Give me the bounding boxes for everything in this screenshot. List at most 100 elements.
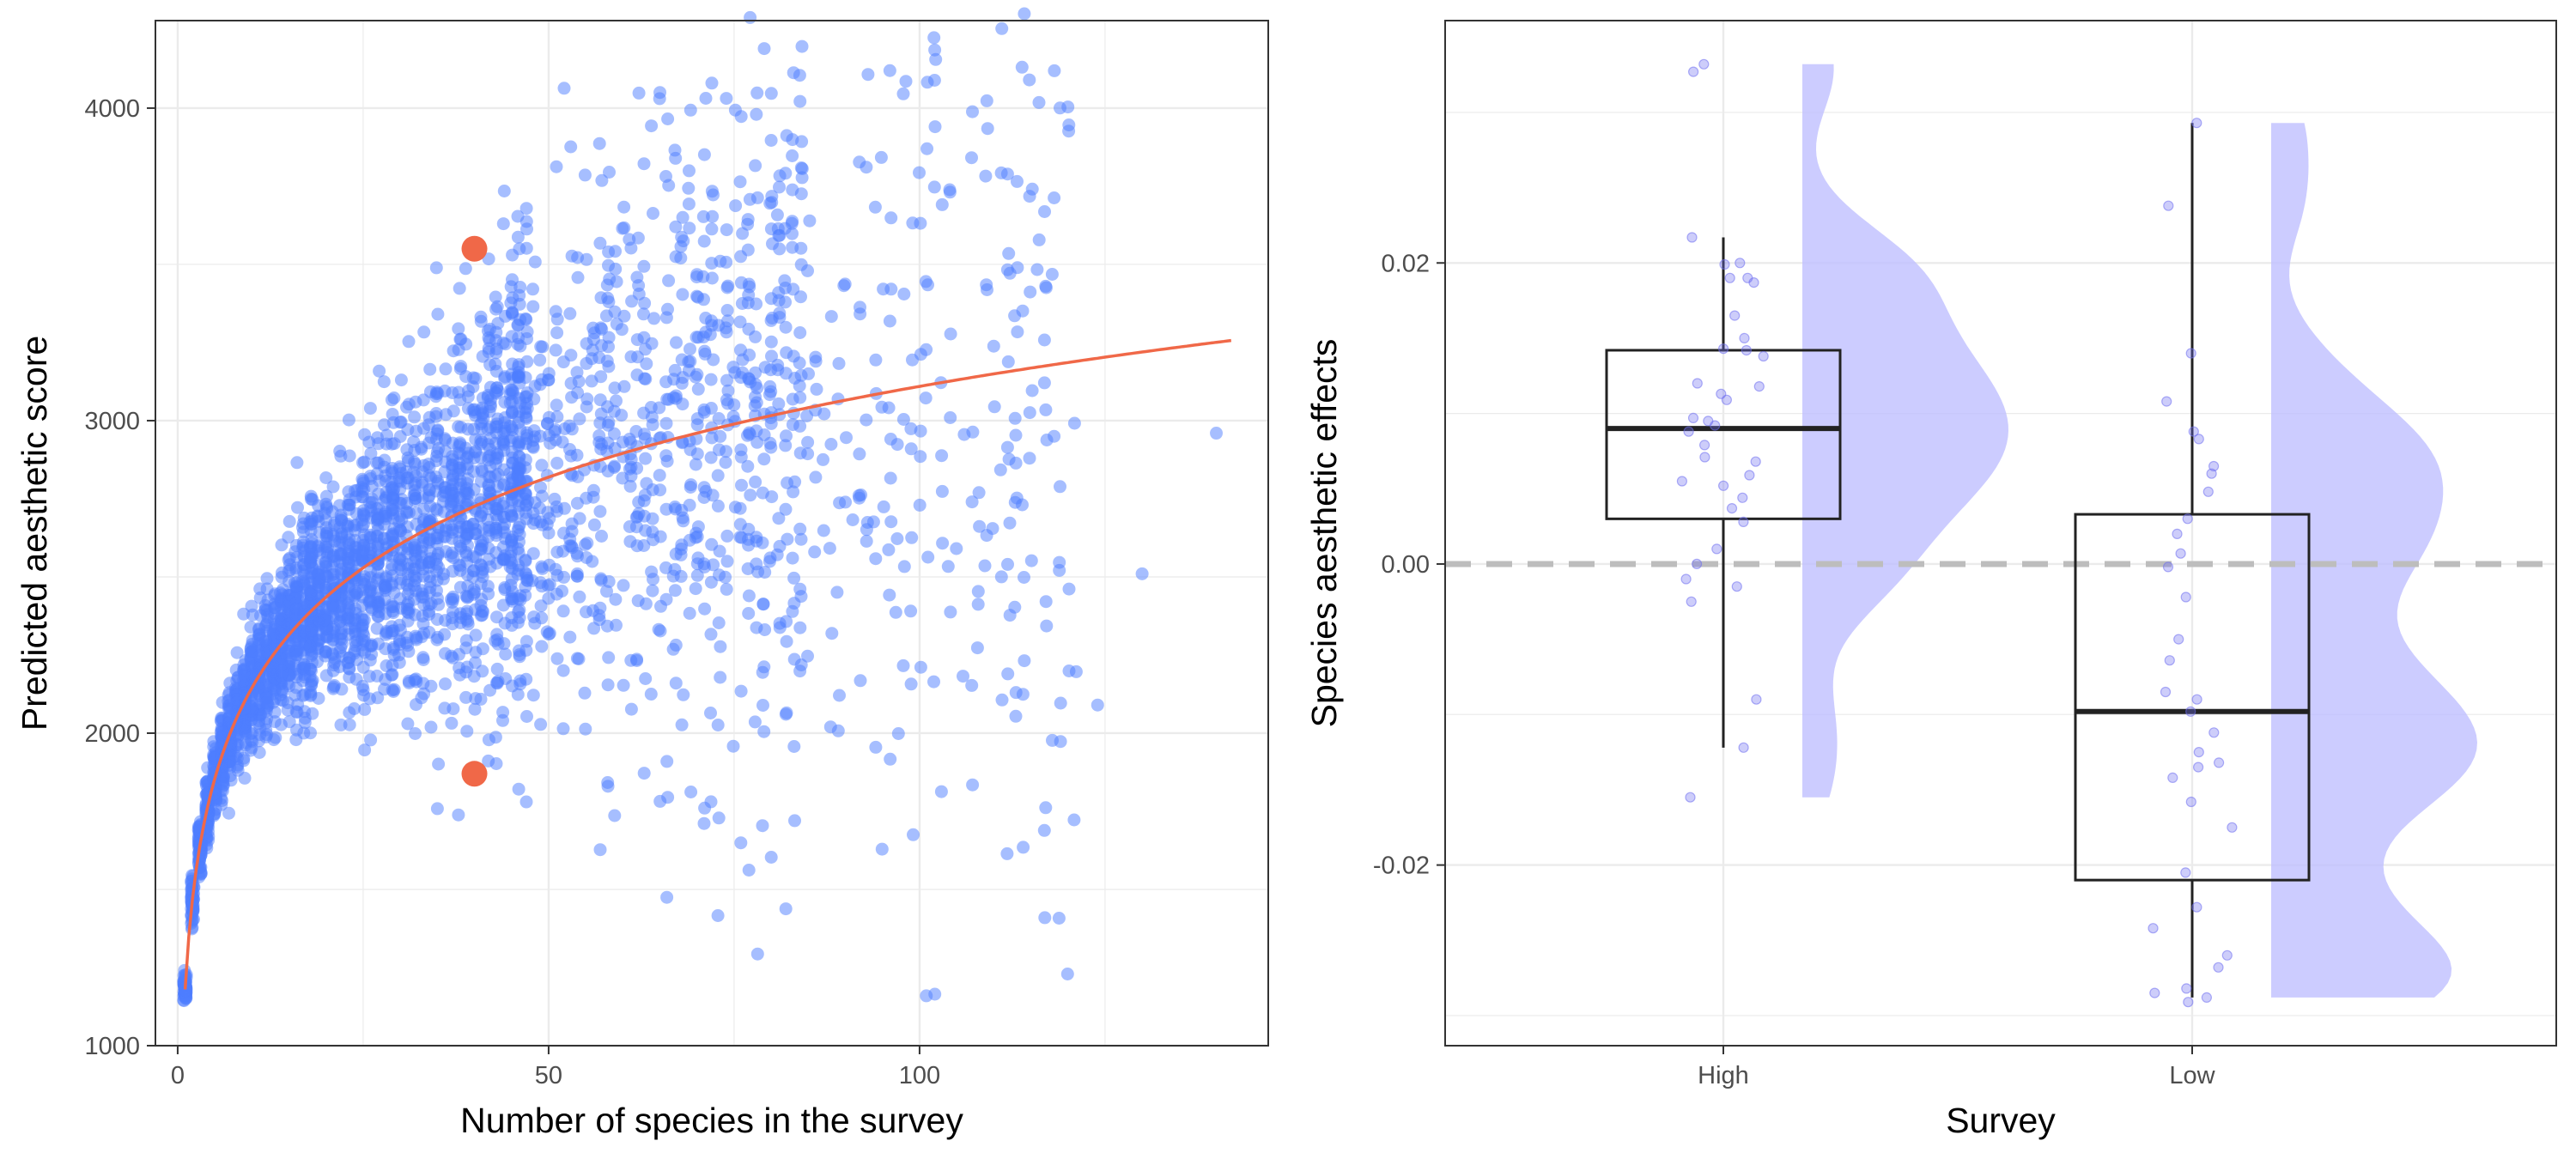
scatter-point: [817, 524, 830, 537]
scatter-point: [1018, 654, 1031, 668]
raincloud-x-axis-title: Survey: [1946, 1101, 2056, 1140]
scatter-point: [194, 866, 208, 880]
scatter-point: [422, 458, 435, 470]
jitter-point: [1711, 543, 1722, 555]
scatter-point: [401, 587, 415, 601]
scatter-point: [617, 200, 631, 214]
scatter-point: [386, 498, 399, 512]
scatter-point: [594, 291, 608, 305]
scatter-point: [298, 668, 312, 682]
scatter-point: [498, 370, 512, 384]
scatter-point: [318, 613, 331, 627]
jitter-point: [2180, 867, 2191, 878]
scatter-point: [564, 377, 578, 390]
scatter-point: [526, 573, 539, 587]
scatter-point: [936, 537, 950, 550]
scatter-point: [298, 550, 312, 564]
violins: [1802, 64, 2477, 998]
scatter-point: [446, 478, 459, 491]
scatter-point: [787, 571, 801, 585]
scatter-point: [580, 356, 593, 370]
scatter-point: [662, 179, 676, 192]
scatter-point: [215, 725, 228, 738]
scatter-point: [779, 295, 792, 309]
jitter-point: [2191, 901, 2202, 913]
scatter-point: [407, 569, 421, 583]
scatter-point: [460, 462, 474, 476]
scatter-point: [386, 466, 399, 480]
scatter-point: [1039, 279, 1053, 293]
scatter-point: [927, 180, 941, 194]
scatter-point: [830, 586, 844, 599]
scatter-point: [610, 394, 623, 408]
scatter-point: [1003, 609, 1017, 622]
scatter-point: [630, 368, 644, 382]
scatter-point: [705, 185, 719, 198]
scatter-point: [216, 776, 229, 790]
scatter-point: [1040, 619, 1054, 633]
scatter-point: [707, 558, 720, 572]
scatter-point: [735, 478, 748, 492]
scatter-point: [779, 902, 793, 916]
scatter-point: [965, 151, 978, 165]
scatter-point: [704, 707, 717, 719]
scatter-point: [512, 319, 526, 332]
scatter-point: [645, 410, 659, 424]
scatter-point: [846, 513, 860, 526]
scatter-point: [833, 689, 846, 702]
scatter-point: [578, 168, 592, 182]
jitter-point: [1717, 480, 1729, 491]
scatter-point: [704, 628, 718, 641]
scatter-point: [556, 544, 570, 558]
scatter-point: [617, 379, 631, 393]
scatter-point: [764, 851, 778, 864]
scatter-point: [705, 271, 719, 285]
scatter-point: [466, 570, 480, 584]
scatter-point: [283, 514, 296, 528]
scatter-point: [1054, 735, 1067, 749]
scatter-point: [764, 335, 778, 349]
scatter-point: [919, 391, 933, 405]
scatter-point: [809, 470, 823, 484]
scatter-point: [787, 282, 800, 296]
jitter-point: [1676, 476, 1688, 487]
scatter-point: [980, 94, 993, 107]
scatter-point: [920, 142, 934, 155]
scatter-point: [647, 573, 659, 586]
scatter-point: [274, 693, 288, 707]
scatter-point: [519, 672, 533, 686]
scatter-point: [927, 31, 941, 45]
scatter-point: [607, 427, 621, 440]
jitter-point: [1698, 58, 1710, 70]
scatter-point: [482, 587, 495, 601]
scatter-point: [794, 187, 808, 201]
scatter-point: [630, 333, 644, 347]
scatter-point: [326, 480, 340, 494]
scatter-point: [570, 569, 584, 583]
scatter-point: [289, 580, 302, 593]
x-tick-label-high: High: [1698, 1062, 1749, 1089]
jitter-point: [2191, 694, 2202, 705]
scatter-point: [1054, 696, 1067, 710]
scatter-point: [562, 419, 576, 433]
scatter-point: [542, 526, 556, 540]
scatter-point: [1062, 664, 1076, 677]
scatter-point: [447, 495, 460, 509]
scatter-point: [364, 504, 378, 518]
scatter-point: [705, 76, 719, 90]
scatter-point: [423, 362, 437, 376]
jitter-point: [2185, 706, 2196, 717]
scatter-point: [1010, 491, 1024, 505]
scatter-point: [335, 637, 349, 651]
x-tick-label: 0: [171, 1062, 185, 1089]
scatter-point: [386, 642, 400, 656]
scatter-point: [676, 288, 690, 301]
scatter-point: [765, 349, 778, 363]
scatter-point: [328, 652, 342, 665]
scatter-point: [402, 335, 416, 349]
scatter-point: [630, 270, 644, 284]
scatter-point: [986, 522, 999, 536]
scatter-point: [544, 436, 557, 450]
scatter-point: [429, 261, 443, 275]
scatter-point: [454, 421, 468, 434]
